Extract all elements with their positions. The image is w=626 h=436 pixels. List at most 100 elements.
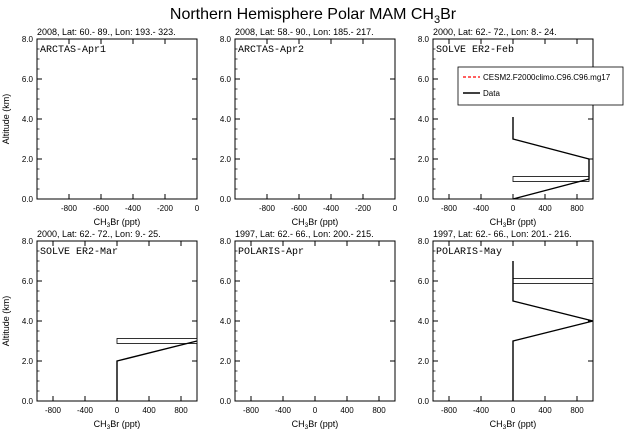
y-tick-label: 8.0 <box>22 237 34 246</box>
range-box <box>116 338 198 344</box>
y-tick-label: 2.0 <box>22 357 34 366</box>
y-tick-label: 4.0 <box>418 115 430 124</box>
y-tick-label: 6.0 <box>220 277 232 286</box>
x-axis-label: CH3Br (ppt) <box>490 419 537 431</box>
figure-title: Northern Hemisphere Polar MAM CH3Br <box>170 6 457 26</box>
x-tick-label: -800 <box>441 406 458 415</box>
x-tick-label: -800 <box>259 204 276 213</box>
x-tick-label: 800 <box>570 204 584 213</box>
x-tick-label: -400 <box>473 406 490 415</box>
y-tick-label: 6.0 <box>22 75 34 84</box>
panel-header: 2008, Lat: 58.- 90., Lon: 185.- 217. <box>235 27 374 37</box>
x-tick-label: -600 <box>291 204 308 213</box>
x-tick-label: 0 <box>115 406 120 415</box>
x-axis-label: CH3Br (ppt) <box>292 419 339 431</box>
range-box <box>512 278 594 284</box>
y-tick-label: 2.0 <box>418 155 430 164</box>
x-tick-label: -200 <box>355 204 372 213</box>
y-tick-label: 6.0 <box>22 277 34 286</box>
x-axis-label: CH3Br (ppt) <box>292 217 339 229</box>
panel-6: 1997, Lat: 62.- 66., Lon: 201.- 216. 0.0 2… <box>418 229 594 431</box>
panel-header: 1997, Lat: 62.- 66., Lon: 201.- 216. <box>433 229 572 239</box>
range-box <box>512 176 590 182</box>
panel-label: ARCTAS-Apr1 <box>40 45 106 56</box>
x-tick-label: 800 <box>372 406 386 415</box>
x-tick-label: -800 <box>441 204 458 213</box>
panel-1: 2008, Lat: 60.- 89., Lon: 193.- 323. 0.0 2… <box>1 27 200 229</box>
plot-frame <box>36 38 198 200</box>
y-tick-label: 0.0 <box>220 397 232 406</box>
x-axis-label: CH3Br (ppt) <box>94 217 141 229</box>
x-tick-label: 0 <box>313 406 318 415</box>
y-tick-label: 2.0 <box>220 357 232 366</box>
y-tick-label: 0.0 <box>418 397 430 406</box>
y-tick-label: 0.0 <box>22 195 34 204</box>
panel-2: 2008, Lat: 58.- 90., Lon: 185.- 217. 0.0 2… <box>220 27 398 229</box>
x-tick-label: -400 <box>323 204 340 213</box>
y-tick-label: 8.0 <box>22 35 34 44</box>
series-line-data <box>116 340 198 401</box>
x-tick-label: 400 <box>538 204 552 213</box>
series-line-data <box>512 261 594 401</box>
legend-entry-model: CESM2.F2000climo.C96.C96.mg17 <box>483 73 611 82</box>
plot-frame <box>234 38 396 200</box>
y-tick-label: 8.0 <box>418 237 430 246</box>
x-tick-label: -400 <box>125 204 142 213</box>
y-tick-label: 0.0 <box>220 195 232 204</box>
y-tick-label: 8.0 <box>220 35 232 44</box>
panels-group: 2008, Lat: 60.- 89., Lon: 193.- 323.0.02… <box>1 27 624 431</box>
x-tick-label: 400 <box>340 406 354 415</box>
panel-header: 2000, Lat: 62.- 72., Lon: 8.- 24. <box>433 27 557 37</box>
x-tick-label: 800 <box>570 406 584 415</box>
y-tick-label: 4.0 <box>220 115 232 124</box>
y-tick-label: 4.0 <box>418 317 430 326</box>
panel-4: 2000, Lat: 62.- 72., Lon: 9.- 25. 0.0 2.0 4… <box>1 229 198 431</box>
x-tick-label: -800 <box>45 406 62 415</box>
x-tick-label: -400 <box>275 406 292 415</box>
y-axis-label: Altitude (km) <box>1 296 11 347</box>
y-tick-label: 4.0 <box>22 115 34 124</box>
panel-header: 2000, Lat: 62.- 72., Lon: 9.- 25. <box>37 229 161 239</box>
panel-header: 1997, Lat: 62.- 66., Lon: 200.- 215. <box>235 229 374 239</box>
y-tick-label: 2.0 <box>22 155 34 164</box>
y-tick-label: 0.0 <box>22 397 34 406</box>
y-tick-label: 6.0 <box>418 75 430 84</box>
x-tick-label: 400 <box>142 406 156 415</box>
y-axis-label: Altitude (km) <box>1 94 11 145</box>
panel-label: SOLVE ER2-Mar <box>40 247 118 258</box>
x-tick-label: -800 <box>243 406 260 415</box>
y-tick-label: 2.0 <box>220 155 232 164</box>
y-tick-label: 8.0 <box>418 35 430 44</box>
panel-3: 2000, Lat: 62.- 72., Lon: 8.- 24. 0.0 2.0 4… <box>418 27 624 229</box>
panel-label: POLARIS-Apr <box>238 247 304 258</box>
panel-5: 1997, Lat: 62.- 66., Lon: 200.- 215. 0.0 2… <box>220 229 396 431</box>
y-tick-label: 4.0 <box>22 317 34 326</box>
y-tick-label: 6.0 <box>418 277 430 286</box>
x-tick-label: -400 <box>77 406 94 415</box>
x-tick-label: -400 <box>473 204 490 213</box>
x-tick-label: -600 <box>93 204 110 213</box>
legend-entry-data: Data <box>483 89 500 98</box>
y-tick-label: 0.0 <box>418 195 430 204</box>
x-tick-label: -800 <box>61 204 78 213</box>
panel-label: ARCTAS-Apr2 <box>238 45 304 56</box>
x-axis-label: CH3Br (ppt) <box>490 217 537 229</box>
x-tick-label: 0 <box>393 204 398 213</box>
x-tick-label: 800 <box>174 406 188 415</box>
panel-label: SOLVE ER2-Feb <box>436 44 514 56</box>
y-tick-label: 6.0 <box>220 75 232 84</box>
x-tick-label: 0 <box>511 204 516 213</box>
series-line-data <box>512 117 590 200</box>
y-tick-label: 8.0 <box>220 237 232 246</box>
legend-box <box>457 66 624 106</box>
panel-header: 2008, Lat: 60.- 89., Lon: 193.- 323. <box>37 27 176 37</box>
x-tick-label: 0 <box>195 204 200 213</box>
x-axis-label: CH3Br (ppt) <box>94 419 141 431</box>
y-tick-label: 2.0 <box>418 357 430 366</box>
y-tick-label: 4.0 <box>220 317 232 326</box>
x-tick-label: 0 <box>511 406 516 415</box>
x-tick-label: 400 <box>538 406 552 415</box>
x-tick-label: -200 <box>157 204 174 213</box>
plot-frame <box>234 240 396 402</box>
